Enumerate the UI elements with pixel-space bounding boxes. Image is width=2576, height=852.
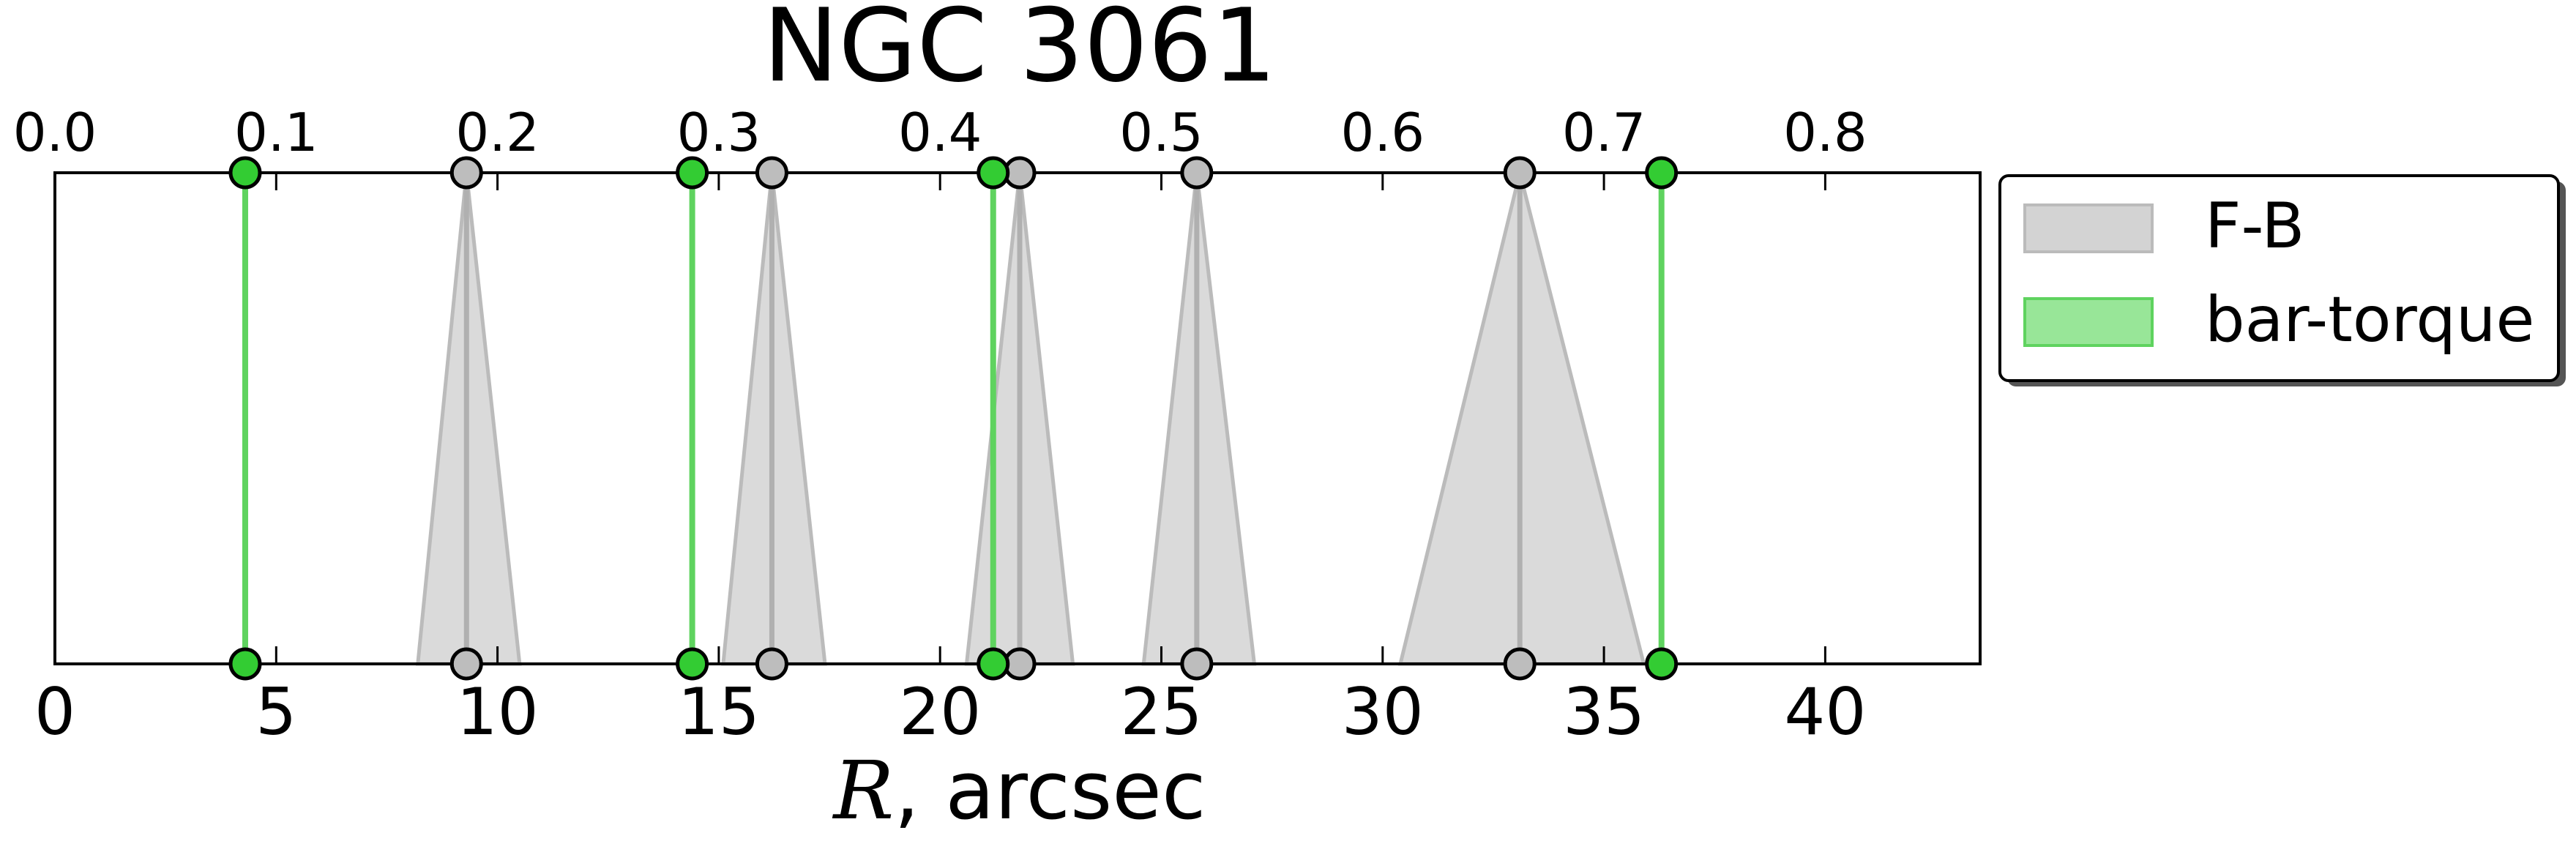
- bar-torque-marker-top-3: [1645, 156, 1679, 190]
- bar-torque-marker-bottom-0: [228, 647, 262, 681]
- legend: F-B bar-torque: [1998, 174, 2566, 386]
- fb-marker-top-3: [1180, 156, 1214, 190]
- legend-bar-torque-label: bar-torque: [2205, 283, 2534, 356]
- bar-torque-marker-top-2: [977, 156, 1010, 190]
- markers-layer: [228, 156, 1679, 681]
- bottom-tick-label-5: 25: [1121, 674, 1203, 750]
- chart-title: NGC 3061: [763, 0, 1277, 105]
- bar-torque-marker-top-1: [676, 156, 709, 190]
- top-tick-label-3: 0.3: [677, 102, 761, 163]
- top-tick-label-7: 0.7: [1562, 102, 1646, 163]
- legend-fb-swatch: [2023, 203, 2154, 253]
- bottom-tick-label-2: 10: [457, 674, 539, 750]
- fb-marker-top-0: [449, 156, 483, 190]
- bar-torque-series-layer: [242, 173, 1665, 664]
- fb-marker-bottom-3: [1180, 647, 1214, 681]
- fb-marker-bottom-4: [1503, 647, 1537, 681]
- legend-bar-torque-swatch: [2023, 297, 2154, 347]
- top-tick-label-2: 0.2: [455, 102, 540, 163]
- bottom-tick-label-6: 30: [1342, 674, 1424, 750]
- bar-torque-marker-bottom-1: [676, 647, 709, 681]
- fb-series-layer: [416, 172, 1646, 666]
- bottom-tick-label-1: 5: [255, 674, 296, 750]
- fb-marker-bottom-1: [755, 647, 788, 681]
- fb-marker-bottom-0: [449, 647, 483, 681]
- bar-torque-marker-top-0: [228, 156, 262, 190]
- fb-marker-top-1: [755, 156, 788, 190]
- top-tick-label-0: 0.0: [13, 102, 97, 163]
- bottom-tick-label-7: 35: [1563, 674, 1645, 750]
- x-axis-label-unit: , arcsec: [894, 744, 1206, 837]
- x-axis-label: R, arcsec: [832, 744, 1206, 837]
- axis-ticks-layer: 0 5 10 15 20 25 30 35 40 0.0 0.1 0.2 0.3 0.4 0.5 0.6 0.7…: [13, 102, 1867, 750]
- top-tick-label-6: 0.6: [1341, 102, 1425, 163]
- top-tick-label-1: 0.1: [234, 102, 318, 163]
- bottom-tick-label-4: 20: [899, 674, 981, 750]
- fb-marker-top-4: [1503, 156, 1537, 190]
- bottom-tick-label-0: 0: [34, 674, 75, 750]
- top-tick-label-4: 0.4: [898, 102, 982, 163]
- bar-torque-marker-bottom-3: [1645, 647, 1679, 681]
- top-tick-label-8: 0.8: [1783, 102, 1867, 163]
- bar-torque-marker-bottom-2: [977, 647, 1010, 681]
- legend-fb-label: F-B: [2205, 190, 2304, 263]
- bottom-tick-label-8: 40: [1784, 674, 1866, 750]
- top-tick-label-5: 0.5: [1119, 102, 1203, 163]
- bottom-tick-label-3: 15: [678, 674, 760, 750]
- x-axis-label-symbol: R: [832, 744, 895, 837]
